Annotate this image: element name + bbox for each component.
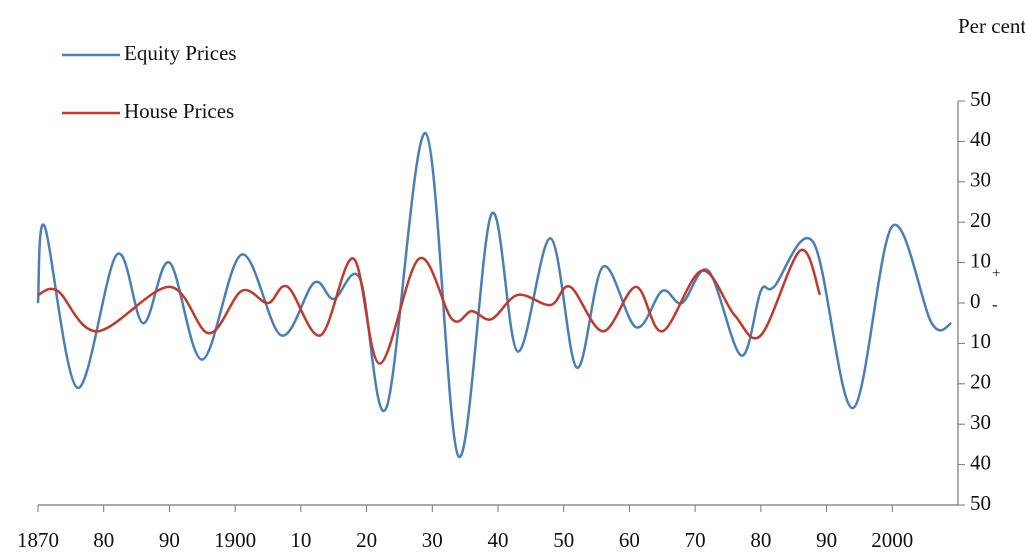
y-tick-label: 20 bbox=[970, 370, 991, 394]
y-axis-label: Per cent bbox=[958, 14, 1025, 38]
y-tick-label: 30 bbox=[970, 168, 991, 192]
x-tick-label: 1900 bbox=[214, 528, 256, 552]
x-tick-label: 20 bbox=[356, 528, 377, 552]
sign-above: + bbox=[992, 265, 1000, 281]
x-tick-label: 40 bbox=[488, 528, 509, 552]
x-tick-label: 90 bbox=[816, 528, 837, 552]
sign-below: - bbox=[992, 295, 998, 314]
y-tick-label: 40 bbox=[970, 127, 991, 151]
y-tick-label: 20 bbox=[970, 208, 991, 232]
y-tick-label: 30 bbox=[970, 410, 991, 434]
y-tick-label: 50 bbox=[970, 491, 991, 515]
y-tick-label: 50 bbox=[970, 87, 991, 111]
x-tick-label: 10 bbox=[290, 528, 311, 552]
y-tick-label: 0 bbox=[970, 289, 981, 313]
y-tick-label: 10 bbox=[970, 248, 991, 272]
x-tick-label: 1870 bbox=[17, 528, 59, 552]
line-series bbox=[36, 132, 952, 458]
line-series bbox=[37, 248, 822, 365]
x-tick-label: 90 bbox=[159, 528, 180, 552]
legend-label: House Prices bbox=[124, 99, 234, 123]
y-tick-label: 10 bbox=[970, 329, 991, 353]
x-tick-label: 80 bbox=[93, 528, 114, 552]
x-tick-label: 80 bbox=[750, 528, 771, 552]
x-tick-label: 50 bbox=[553, 528, 574, 552]
x-tick-label: 2000 bbox=[871, 528, 913, 552]
y-tick-label: 40 bbox=[970, 450, 991, 474]
legend-label: Equity Prices bbox=[124, 41, 237, 65]
x-tick-label: 60 bbox=[619, 528, 640, 552]
x-tick-label: 70 bbox=[685, 528, 706, 552]
x-tick-label: 30 bbox=[422, 528, 443, 552]
